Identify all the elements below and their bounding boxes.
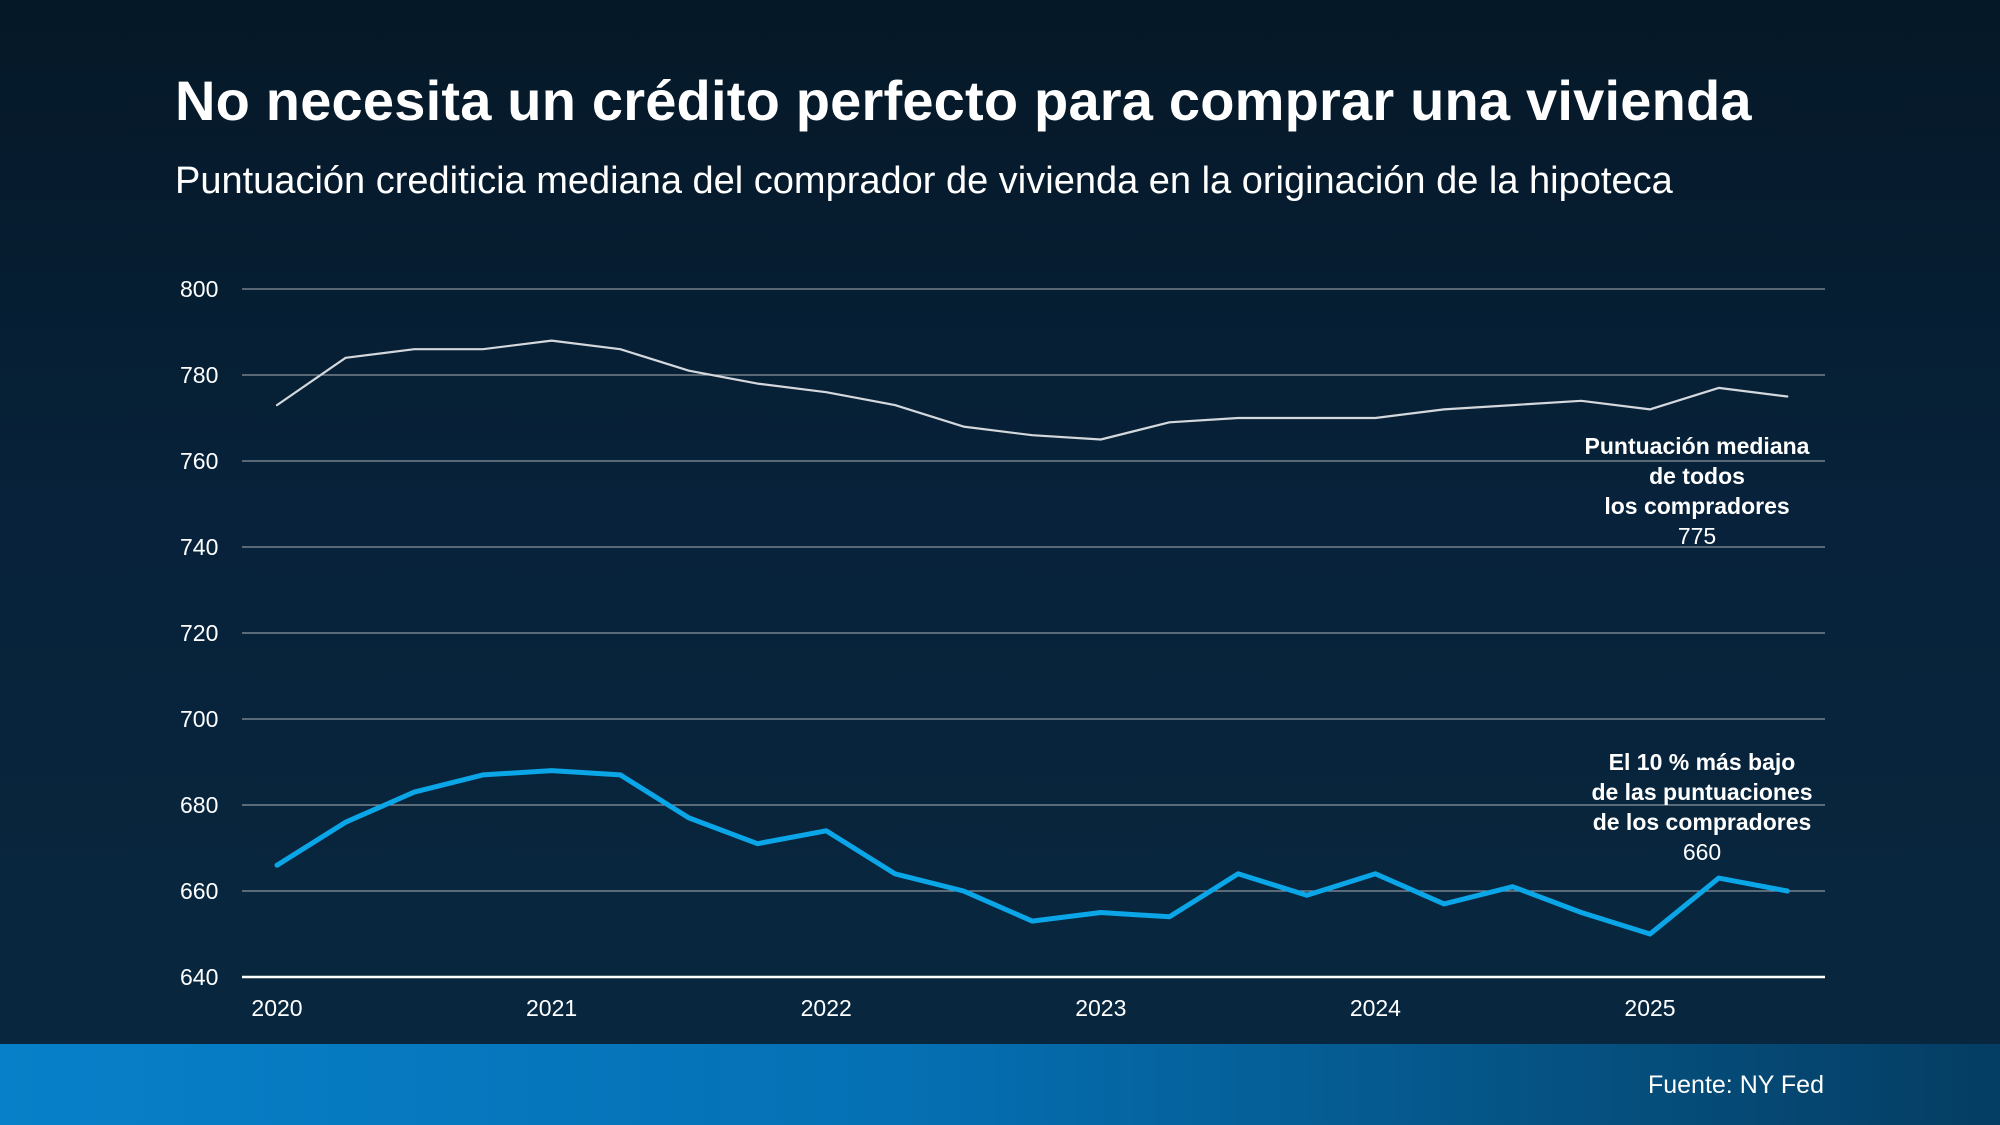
x-tick-label: 2020 xyxy=(251,995,302,1021)
footer-band: Fuente: NY Fed xyxy=(0,1044,2000,1125)
x-tick-label: 2024 xyxy=(1350,995,1401,1021)
x-tick-label: 2025 xyxy=(1624,995,1675,1021)
y-tick-label: 700 xyxy=(180,706,218,732)
y-tick-label: 740 xyxy=(180,534,218,560)
y-tick-label: 680 xyxy=(180,792,218,818)
bottom10-annotation-line: de las puntuaciones xyxy=(1591,779,1812,805)
y-tick-label: 800 xyxy=(180,276,218,302)
x-tick-label: 2022 xyxy=(801,995,852,1021)
median-annotation-line: de todos xyxy=(1649,463,1745,489)
x-tick-label: 2021 xyxy=(526,995,577,1021)
median-annotation-value: 775 xyxy=(1678,523,1716,549)
bottom-10-percent-line xyxy=(274,768,1790,937)
y-tick-label: 660 xyxy=(180,878,218,904)
chart-subtitle: Puntuación crediticia mediana del compra… xyxy=(175,160,1673,202)
gridlines xyxy=(242,288,1825,979)
median-all-buyers-line xyxy=(275,339,1789,441)
chart-title: No necesita un crédito perfecto para com… xyxy=(175,69,1752,132)
series-annotations: Puntuación mediana de todos los compradore… xyxy=(1585,433,1813,865)
line-chart: 640 660 680 700 720 740 760 780 800 2020 2021 2022… xyxy=(180,276,1825,1021)
x-axis-ticks: 2020 2021 2022 2023 2024 2025 xyxy=(251,995,1675,1021)
x-tick-label: 2023 xyxy=(1075,995,1126,1021)
y-axis-ticks: 640 660 680 700 720 740 760 780 800 xyxy=(180,276,218,990)
y-tick-label: 720 xyxy=(180,620,218,646)
median-annotation-line: los compradores xyxy=(1604,493,1789,519)
y-tick-label: 640 xyxy=(180,964,218,990)
bottom10-annotation-line: de los compradores xyxy=(1593,809,1812,835)
median-annotation-line: Puntuación mediana xyxy=(1585,433,1810,459)
source-note: Fuente: NY Fed xyxy=(1647,1071,1824,1099)
bottom10-annotation-line: El 10 % más bajo xyxy=(1609,749,1796,775)
series-lines xyxy=(274,339,1790,937)
bottom10-annotation-value: 660 xyxy=(1683,839,1721,865)
y-tick-label: 780 xyxy=(180,362,218,388)
y-tick-label: 760 xyxy=(180,448,218,474)
